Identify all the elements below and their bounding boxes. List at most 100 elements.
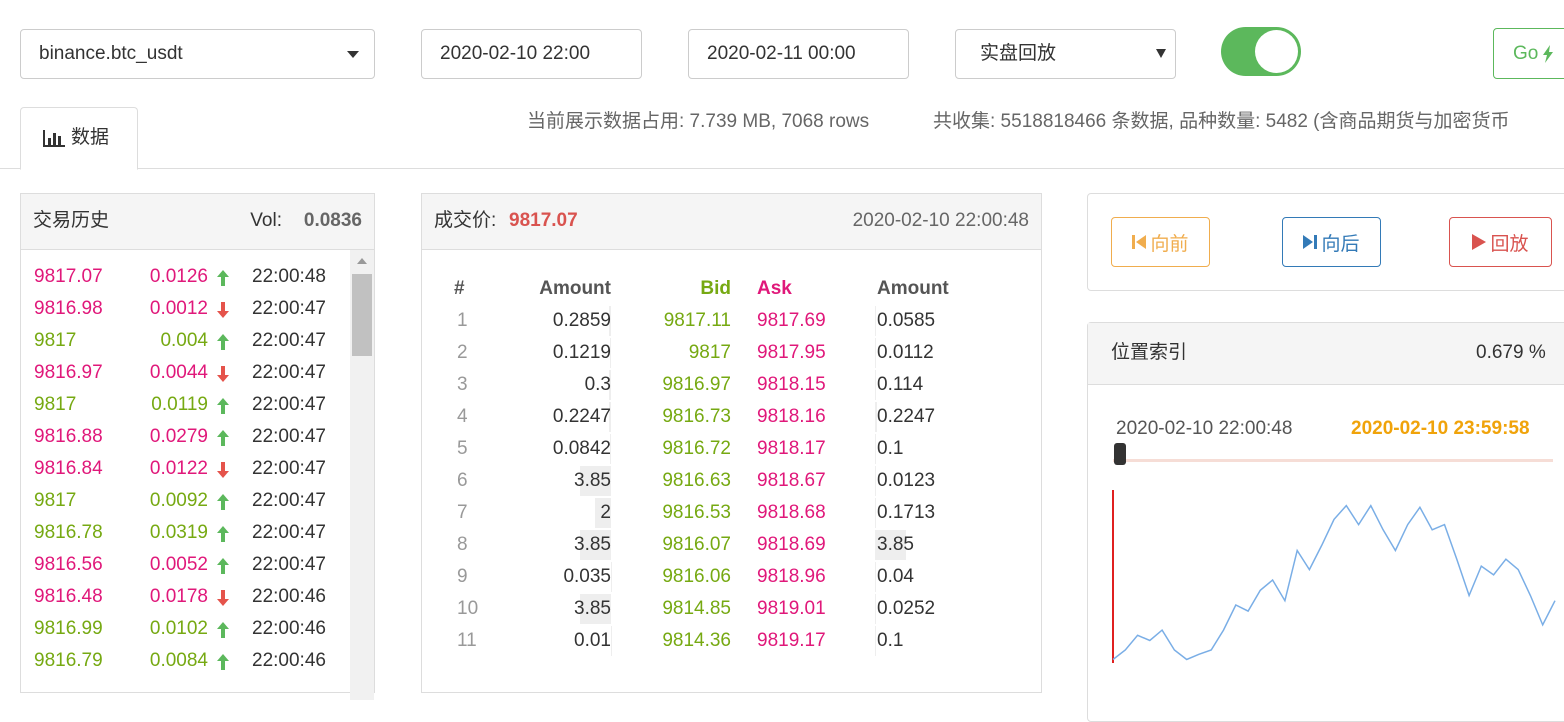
forward-button[interactable]: 向后 <box>1282 217 1381 267</box>
arrow-shape <box>217 462 229 478</box>
sparkline <box>1113 506 1555 660</box>
trade-time: 22:00:47 <box>252 522 326 544</box>
arrow-shape <box>217 302 229 318</box>
slider-track[interactable] <box>1113 459 1553 462</box>
end-value: 2020-02-11 00:00 <box>707 43 856 65</box>
trade-arrow <box>217 654 229 670</box>
back-icon <box>1132 234 1146 250</box>
bolt-icon <box>1542 45 1554 63</box>
go-button[interactable]: Go <box>1493 28 1564 79</box>
row-number: 2 <box>457 342 468 364</box>
trade-amount: 0.0126 <box>150 266 208 288</box>
trade-amount: 0.0084 <box>150 650 208 672</box>
arrow-shape <box>217 494 229 510</box>
bid-amount: 0.2247 <box>553 406 611 428</box>
row-number: 10 <box>457 598 478 620</box>
scroll-thumb[interactable] <box>352 274 372 356</box>
trade-price: 9817 <box>34 330 76 352</box>
ask-price: 9818.16 <box>757 406 826 428</box>
sparkline-chart <box>1087 470 1564 663</box>
ask-price: 9818.15 <box>757 374 826 396</box>
trade-time: 22:00:47 <box>252 490 326 512</box>
start-input[interactable]: 2020-02-10 22:00 <box>421 29 642 79</box>
page-body: binance.btc_usdt 2020-02-10 22:00 2020-0… <box>0 0 1564 663</box>
usage-info: 当前展示数据占用: 7.739 MB, 7068 rows <box>527 111 869 133</box>
trade-price: 9816.79 <box>34 650 103 672</box>
slider-handle[interactable] <box>1114 443 1126 465</box>
back-button[interactable]: 向前 <box>1111 217 1210 267</box>
toggle-knob <box>1255 30 1298 73</box>
ask-price: 9818.69 <box>757 534 826 556</box>
arrow-shape <box>217 558 229 574</box>
trade-time: 22:00:47 <box>252 458 326 480</box>
exchange-select[interactable]: binance.btc_usdt <box>20 29 375 79</box>
row-number: 11 <box>457 630 477 652</box>
trade-amount: 0.0122 <box>150 458 208 480</box>
arrow-shape <box>217 270 229 286</box>
trade-amount: 0.0092 <box>150 490 208 512</box>
arrow-shape <box>217 526 229 542</box>
tab-line <box>0 168 1564 169</box>
ask-price: 9817.69 <box>757 310 826 332</box>
row-number: 7 <box>457 502 468 524</box>
bid-amount: 0.2859 <box>553 310 611 332</box>
orderbook-panel: 成交价: 9817.07 2020-02-10 22:00:48 #Amount… <box>421 193 1042 693</box>
trade-arrow <box>217 334 229 350</box>
column-header: Amount <box>877 278 949 300</box>
bid-price: 9816.07 <box>662 534 731 556</box>
ask-price: 9818.17 <box>757 438 826 460</box>
trade-time: 22:00:47 <box>252 426 326 448</box>
play-button[interactable]: 回放 <box>1449 217 1552 267</box>
trade-time: 22:00:47 <box>252 554 326 576</box>
trade-price: 9816.88 <box>34 426 103 448</box>
trade-time: 22:00:47 <box>252 362 326 384</box>
ask-amount: 0.1 <box>877 630 903 652</box>
row-number: 4 <box>457 406 468 428</box>
trade-arrow <box>217 558 229 574</box>
depth-bar <box>875 626 876 656</box>
trade-amount: 0.0119 <box>151 394 208 416</box>
ask-price: 9819.01 <box>757 598 826 620</box>
trade-time: 22:00:46 <box>252 586 326 608</box>
ask-price: 9817.95 <box>757 342 826 364</box>
toggle[interactable] <box>1221 27 1301 76</box>
end-input[interactable]: 2020-02-11 00:00 <box>688 29 909 79</box>
exchange-value: binance.btc_usdt <box>39 43 183 65</box>
bid-amount: 0.3 <box>585 374 611 396</box>
bid-price: 9816.97 <box>662 374 731 396</box>
trade-arrow <box>217 494 229 510</box>
position-percent: 0.679 % <box>1476 342 1546 364</box>
bid-amount: 3.85 <box>574 534 611 556</box>
trade-time: 22:00:48 <box>252 266 326 288</box>
column-header: Ask <box>757 278 792 300</box>
trade-arrow <box>217 462 229 478</box>
trade-arrow <box>217 302 229 318</box>
trade-price: 9816.97 <box>34 362 103 384</box>
trade-amount: 0.0319 <box>150 522 208 544</box>
mode-select[interactable]: 实盘回放 <box>955 29 1176 79</box>
arrow-shape <box>217 366 229 382</box>
data-tab[interactable]: 数据 <box>20 107 138 170</box>
bid-price: 9817 <box>689 342 731 364</box>
scrollbar[interactable] <box>350 250 374 700</box>
trade-amount: 0.0044 <box>150 362 208 384</box>
bid-price: 9814.85 <box>662 598 731 620</box>
bid-amount: 3.85 <box>574 470 611 492</box>
column-header: # <box>454 278 465 300</box>
trade-arrow <box>217 590 229 606</box>
trade-time: 22:00:46 <box>252 650 326 672</box>
ask-amount: 0.1713 <box>877 502 935 524</box>
trade-amount: 0.0052 <box>150 554 208 576</box>
trade-time: 22:00:46 <box>252 618 326 640</box>
tab-label: 数据 <box>71 127 109 149</box>
position-to: 2020-02-10 23:59:58 <box>1351 418 1530 440</box>
bid-amount: 0.1219 <box>553 342 611 364</box>
bid-amount: 0.035 <box>563 566 611 588</box>
column-header: Amount <box>539 278 611 300</box>
trade-amount: 0.0012 <box>150 298 208 320</box>
bid-amount: 2 <box>600 502 611 524</box>
row-number: 3 <box>457 374 468 396</box>
bid-price: 9816.73 <box>662 406 731 428</box>
trade-price: 9817 <box>34 394 76 416</box>
